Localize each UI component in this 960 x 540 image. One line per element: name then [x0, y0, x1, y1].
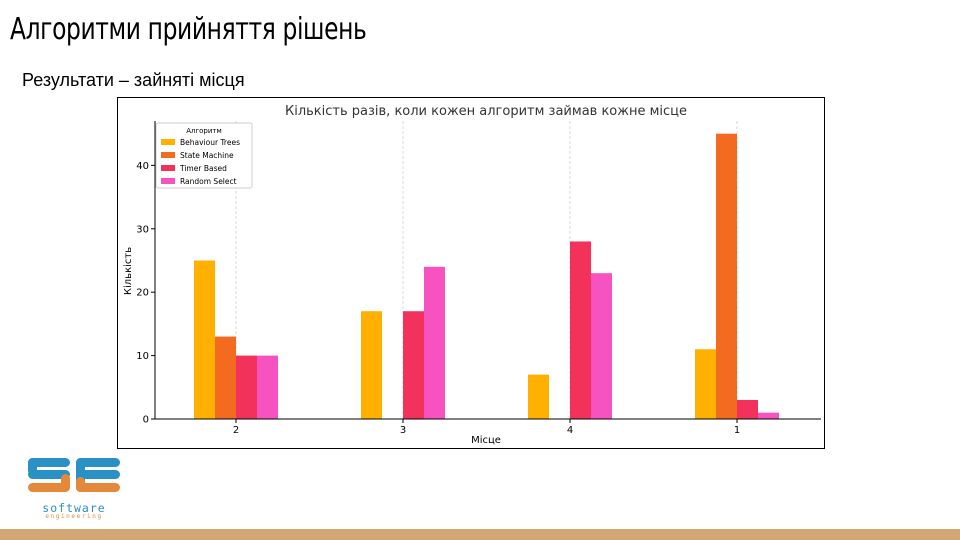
bar	[236, 355, 257, 419]
x-tick-label: 3	[400, 425, 406, 436]
x-axis-label: Місце	[471, 434, 501, 446]
legend-label: State Machine	[180, 151, 234, 160]
legend: Алгоритм Behaviour Trees State Machine Tim…	[155, 122, 253, 189]
footer-bar	[0, 529, 960, 540]
bar	[716, 133, 737, 419]
slide-title: Алгоритми прийняття рішень	[10, 12, 367, 47]
bar-chart: Кількість разів, коли кожен алгоритм зай…	[122, 104, 821, 446]
x-tick-label: 4	[567, 425, 573, 436]
x-tick-label: 1	[734, 425, 740, 436]
legend-swatch	[161, 178, 175, 184]
legend-swatch	[161, 139, 175, 145]
bar	[257, 355, 278, 419]
y-tick-label: 10	[136, 351, 149, 362]
chart-frame: Кількість разів, коли кожен алгоритм зай…	[117, 97, 825, 449]
bar	[737, 399, 758, 419]
grid-lines	[235, 121, 738, 419]
chart-title: Кількість разів, коли кожен алгоритм зай…	[285, 104, 687, 119]
y-tick-label: 30	[136, 224, 149, 235]
bar	[361, 311, 382, 419]
bar	[194, 260, 215, 419]
y-tick-label: 0	[143, 415, 149, 426]
legend-box	[155, 122, 253, 189]
bar	[403, 311, 424, 419]
slide-subtitle: Результати – зайняті місця	[22, 70, 245, 90]
bars	[194, 133, 779, 419]
bar	[215, 336, 236, 419]
logo-text-software: software	[42, 501, 106, 515]
bar	[591, 273, 612, 419]
bar	[695, 349, 716, 419]
x-tick-label: 2	[233, 425, 239, 436]
bar	[424, 266, 445, 419]
bar	[570, 241, 591, 419]
legend-label: Random Select	[180, 177, 237, 186]
bar	[528, 374, 549, 419]
y-axis-label: Кількість	[122, 247, 134, 295]
legend-swatch	[161, 165, 175, 171]
y-tick-label: 40	[136, 161, 149, 172]
axes: 0 10 20 30 40 2 3 4 1	[136, 121, 821, 436]
software-engineering-logo	[28, 458, 120, 492]
logo-s-icon	[28, 458, 70, 492]
legend-label: Timer Based	[179, 164, 227, 173]
bar	[758, 412, 779, 419]
logo-e-icon	[76, 458, 120, 492]
legend-label: Behaviour Trees	[180, 138, 240, 147]
legend-swatch	[161, 152, 175, 158]
logo-text-engineering: engineering	[45, 513, 103, 520]
legend-title: Алгоритм	[186, 127, 222, 135]
y-tick-label: 20	[136, 288, 149, 299]
